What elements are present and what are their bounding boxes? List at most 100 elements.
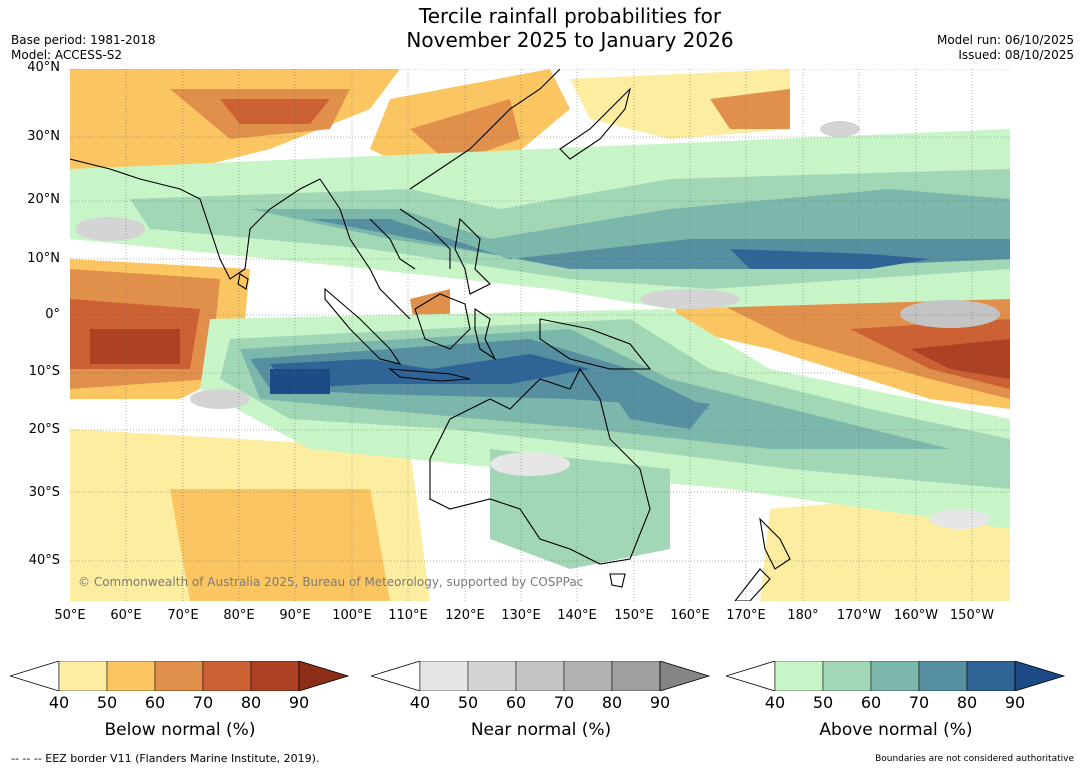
lat-label-20s: 20°S xyxy=(28,422,60,437)
lon-label-160e: 160°E xyxy=(670,608,710,623)
cbar-above-left-tip xyxy=(724,660,776,692)
cbar-above-bin-4 xyxy=(966,660,1016,692)
china-coast xyxy=(409,69,561,190)
colorbar-near-normal xyxy=(369,660,711,695)
title-line-1: Tercile rainfall probabilities for xyxy=(418,4,722,28)
cbar-above-bin-1 xyxy=(822,660,872,692)
cbar-near-bin-2 xyxy=(515,660,565,692)
cbar-below-right-tip xyxy=(298,660,350,692)
cbar-near-tick-1: 50 xyxy=(457,693,479,712)
base-period: Base period: 1981-2018 xyxy=(11,33,156,47)
title-line-2: November 2025 to January 2026 xyxy=(406,28,734,52)
cbar-near-bin-0 xyxy=(419,660,469,692)
lon-label-160w: 160°W xyxy=(893,608,939,623)
lon-label-120e: 120°E xyxy=(445,608,485,623)
sumatra xyxy=(324,287,402,365)
sri-lanka xyxy=(237,273,249,290)
lat-label-10n: 10°N xyxy=(27,251,60,266)
cbar-near-bin-1 xyxy=(467,660,517,692)
colorbar-above-normal xyxy=(724,660,1066,695)
cbar-near-bin-4 xyxy=(611,660,661,692)
colorbar-below-normal xyxy=(8,660,350,695)
java xyxy=(388,368,471,382)
cbar-above-bin-0 xyxy=(774,660,824,692)
below-normal-regions xyxy=(70,69,1010,601)
lat-label-30n: 30°N xyxy=(27,129,60,144)
cbar-near-left-tip xyxy=(369,660,421,692)
lon-label-100e: 100°E xyxy=(332,608,372,623)
cbar-below-bin-3 xyxy=(202,660,252,692)
cbar-below-bin-1 xyxy=(106,660,156,692)
meta-right: Model run: 06/10/2025 Issued: 08/10/2025 xyxy=(937,33,1074,63)
cbar-above-tick-4: 80 xyxy=(956,693,978,712)
cbar-below-tick-4: 80 xyxy=(240,693,262,712)
page-title: Tercile rainfall probabilities for Novem… xyxy=(270,4,870,52)
lon-label-150e: 150°E xyxy=(614,608,654,623)
japan xyxy=(559,87,632,160)
cbar-above-tick-1: 50 xyxy=(812,693,834,712)
cbar-above-right-tip xyxy=(1014,660,1066,692)
gridlines xyxy=(70,69,1010,601)
australia xyxy=(429,367,651,565)
tasmania xyxy=(609,573,626,588)
cbar-above-tick-3: 70 xyxy=(908,693,930,712)
borneo xyxy=(414,293,471,350)
southeast-asia-coast xyxy=(319,178,451,320)
cbar-near-tick-0: 40 xyxy=(409,693,431,712)
cbar-above-tick-0: 40 xyxy=(764,693,786,712)
lon-label-110e: 110°E xyxy=(388,608,428,623)
cbar-below-label: Below normal (%) xyxy=(104,720,256,740)
lon-label-70e: 70°E xyxy=(167,608,199,623)
cbar-above-label: Above normal (%) xyxy=(819,720,973,740)
copyright-text: © Commonwealth of Australia 2025, Bureau… xyxy=(78,575,584,589)
philippines xyxy=(454,217,491,295)
issued-date: Issued: 08/10/2025 xyxy=(958,48,1074,62)
lat-label-40s: 40°S xyxy=(28,553,60,568)
cbar-near-tick-2: 60 xyxy=(505,693,527,712)
cbar-below-tick-1: 50 xyxy=(96,693,118,712)
cbar-near-tick-4: 80 xyxy=(601,693,623,712)
lat-label-30s: 30°S xyxy=(28,485,60,500)
map-canvas xyxy=(70,69,1010,601)
cbar-below-left-tip xyxy=(8,660,60,692)
near-normal-regions xyxy=(75,121,1000,529)
lat-label-10s: 10°S xyxy=(28,364,60,379)
cbar-near-right-tip xyxy=(659,660,711,692)
lon-label-130e: 130°E xyxy=(501,608,541,623)
lon-label-60e: 60°E xyxy=(110,608,142,623)
new-zealand-south xyxy=(734,568,771,601)
lon-label-80e: 80°E xyxy=(223,608,255,623)
cbar-below-tick-3: 70 xyxy=(192,693,214,712)
forecast-map: © Commonwealth of Australia 2025, Bureau… xyxy=(70,69,1010,601)
sulawesi xyxy=(474,307,497,361)
lon-label-170w: 170°W xyxy=(836,608,882,623)
lon-label-140e: 140°E xyxy=(557,608,597,623)
india-coast xyxy=(70,158,321,280)
eez-border-note: -- -- -- EEZ border V11 (Flanders Marine… xyxy=(11,752,320,765)
cbar-below-bin-4 xyxy=(250,660,300,692)
cbar-near-tick-5: 90 xyxy=(649,693,671,712)
lat-label-20n: 20°N xyxy=(27,192,60,207)
lat-label-40n: 40°N xyxy=(27,60,60,75)
cbar-below-bin-0 xyxy=(58,660,108,692)
new-guinea xyxy=(539,318,652,370)
cbar-above-bin-3 xyxy=(918,660,968,692)
lon-label-150w: 150°W xyxy=(949,608,995,623)
lon-label-170e: 170°E xyxy=(726,608,766,623)
lon-label-180: 180° xyxy=(787,608,819,623)
cbar-below-tick-0: 40 xyxy=(48,693,70,712)
new-zealand-north xyxy=(759,517,791,570)
model-name: Model: ACCESS-S2 xyxy=(11,48,123,62)
boundaries-disclaimer: Boundaries are not considered authoritat… xyxy=(875,754,1074,764)
lon-label-90e: 90°E xyxy=(279,608,311,623)
cbar-above-tick-2: 60 xyxy=(860,693,882,712)
lat-label-0: 0° xyxy=(45,307,60,322)
lon-label-50e: 50°E xyxy=(54,608,86,623)
model-run: Model run: 06/10/2025 xyxy=(936,33,1074,47)
cbar-below-tick-2: 60 xyxy=(144,693,166,712)
coastlines xyxy=(70,69,791,601)
cbar-above-bin-2 xyxy=(870,660,920,692)
cbar-near-label: Near normal (%) xyxy=(470,720,612,740)
cbar-near-tick-3: 70 xyxy=(553,693,575,712)
cbar-below-bin-2 xyxy=(154,660,204,692)
